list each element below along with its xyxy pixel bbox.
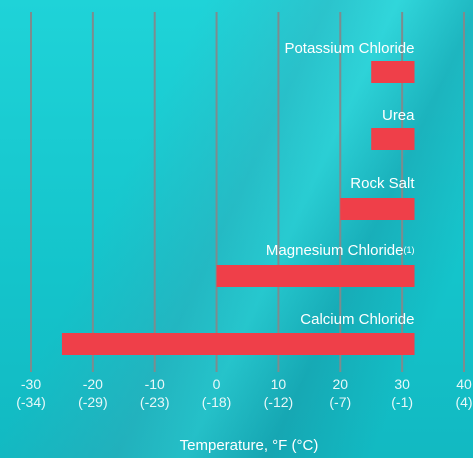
x-tick-label-fahrenheit: -10 — [145, 376, 165, 392]
category-labels: Potassium Chloride Urea Rock Salt Magnesium… — [266, 40, 415, 328]
bar — [371, 61, 415, 83]
x-tick-label-fahrenheit: -30 — [21, 376, 41, 392]
category-label: Urea — [382, 107, 415, 124]
category-label: Potassium Chloride — [284, 40, 414, 57]
x-tick-label-celsius: (-29) — [78, 394, 108, 410]
x-tick-label-celsius: (-7) — [329, 394, 351, 410]
bar — [61, 333, 415, 355]
x-axis-title: Temperature, °F (°C) — [180, 437, 319, 454]
category-label: Rock Salt — [350, 175, 415, 192]
bar — [371, 128, 415, 150]
x-tick-label-fahrenheit: 0 — [213, 376, 221, 392]
bars — [61, 61, 415, 355]
x-tick-label-celsius: (4) — [455, 394, 472, 410]
x-tick-label-fahrenheit: 20 — [332, 376, 348, 392]
x-tick-label-fahrenheit: 40 — [456, 376, 472, 392]
bar — [340, 198, 415, 220]
bar — [216, 265, 415, 287]
x-tick-label-celsius: (-1) — [391, 394, 413, 410]
x-tick-label-fahrenheit: 10 — [271, 376, 287, 392]
x-tick-label-fahrenheit: -20 — [83, 376, 103, 392]
category-label: Magnesium Chloride(1) — [266, 242, 415, 259]
x-tick-label-celsius: (-12) — [264, 394, 294, 410]
x-tick-label-fahrenheit: 30 — [394, 376, 410, 392]
x-tick-label-celsius: (-18) — [202, 394, 232, 410]
category-label: Calcium Chloride — [300, 311, 414, 328]
x-tick-label-celsius: (-23) — [140, 394, 170, 410]
x-axis-ticks: -30 (-34) -20 (-29) -10 (-23) 0 (-18) 10 (-12) 20 (… — [16, 376, 472, 410]
x-tick-label-celsius: (-34) — [16, 394, 46, 410]
